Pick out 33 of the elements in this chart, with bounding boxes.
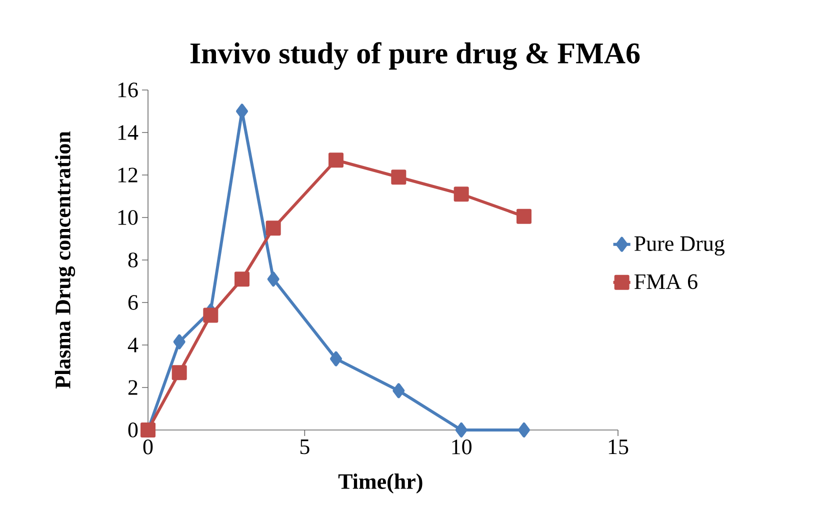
point: [173, 334, 186, 350]
y-tick-label: 12: [118, 168, 138, 182]
chart-title: Invivo study of pure drug & FMA6: [190, 42, 640, 70]
point: [267, 272, 280, 287]
y-tick-label: 6: [128, 295, 138, 310]
y-tick-label: 16: [118, 82, 138, 98]
y-tick-label: 0: [128, 422, 138, 438]
point: [516, 208, 532, 224]
point: [328, 152, 344, 168]
x-axis-title: Time(hr): [338, 474, 422, 494]
x-tick-label: 15: [608, 440, 628, 454]
point: [392, 383, 405, 398]
x-tick-label: 5: [300, 440, 310, 454]
point: [330, 351, 342, 366]
point: [266, 220, 281, 236]
point: [234, 272, 250, 287]
point: [454, 186, 469, 202]
x-tick-label: 0: [143, 440, 153, 454]
y-tick-label: 10: [118, 210, 138, 225]
point: [172, 365, 187, 380]
x-tick-label: 10: [452, 440, 472, 454]
legend-label: Pure Drug: [634, 236, 724, 256]
point: [455, 422, 468, 438]
y-tick-label: 4: [128, 338, 138, 352]
y-tick-label: 2: [128, 380, 138, 395]
point: [203, 308, 218, 323]
point: [391, 170, 406, 185]
y-tick-label: 8: [128, 252, 138, 268]
point: [518, 422, 530, 438]
y-axis-title: Plasma Drug concentration: [54, 131, 76, 389]
y-tick-label: 14: [118, 125, 138, 140]
legend-label: FMA 6: [634, 274, 698, 290]
point: [236, 104, 248, 119]
